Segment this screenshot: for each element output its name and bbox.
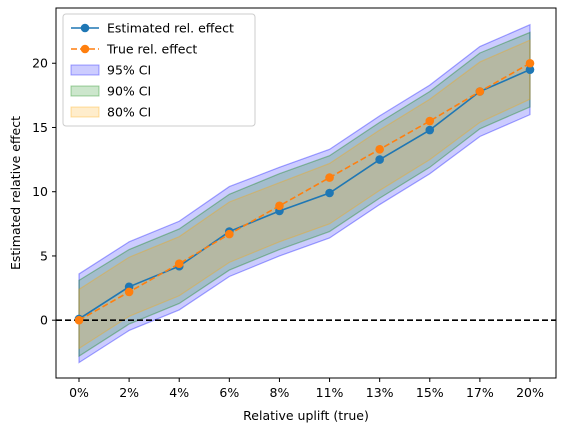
legend: Estimated rel. effect True rel. effect 95%… (62, 13, 256, 127)
x-tick-label-7: 15% (416, 385, 444, 400)
y-tick-label-1: 5 (40, 248, 48, 263)
y-tick-label-2: 10 (32, 184, 48, 199)
series-0-point-5 (325, 188, 334, 198)
ci-band-2 (78, 39, 531, 350)
x-tick-label-4: 8% (270, 385, 290, 400)
x-tick-label-8: 17% (466, 385, 494, 400)
x-tick-label-3: 6% (219, 385, 239, 400)
x-axis-ticks: 0% 2% 4% 6% 8% 11% 13% 15% 17% 20% (69, 378, 544, 400)
x-tick-label-2: 4% (169, 385, 189, 400)
series-1-point-5 (325, 173, 334, 182)
series-1-point-6 (375, 145, 384, 154)
series-1-point-1 (124, 287, 134, 297)
legend-swatch-band-0 (70, 64, 100, 76)
ci-bands (78, 23, 531, 364)
series-0-point-9 (525, 65, 535, 74)
legend-item-band-2: 80% CI (70, 105, 151, 120)
series-lines (74, 58, 535, 325)
x-tick-label-0: 0% (69, 385, 89, 400)
legend-marker-series-0 (80, 23, 90, 33)
y-tick-label-4: 20 (32, 56, 48, 71)
series-line-1 (78, 62, 531, 321)
legend-box (62, 13, 256, 127)
ci-band-1 (78, 31, 531, 358)
x-tick-label-5: 11% (316, 385, 344, 400)
legend-label-band-2: 80% CI (107, 105, 151, 120)
series-1-point-0 (74, 315, 84, 325)
y-axis-label: Estimated relative effect (8, 116, 23, 270)
ci-band-0 (78, 23, 531, 364)
legend-marker-series-1 (80, 44, 90, 54)
series-0-point-6 (375, 155, 384, 164)
x-tick-label-6: 13% (366, 385, 394, 400)
legend-label-series-1: True rel. effect (106, 42, 197, 57)
legend-item-series-1: True rel. effect (71, 42, 197, 57)
y-axis-ticks: 0 5 10 15 20 (32, 56, 56, 328)
x-axis-label: Relative uplift (true) (243, 408, 369, 423)
y-tick-label-0: 0 (40, 313, 48, 328)
y-tick-label-3: 15 (32, 120, 48, 135)
plot-frame (55, 7, 557, 379)
series-1-point-7 (425, 116, 435, 126)
series-1-point-3 (225, 229, 234, 239)
series-1-point-9 (525, 58, 535, 68)
legend-label-series-0: Estimated rel. effect (107, 21, 234, 36)
legend-item-band-1: 90% CI (70, 84, 151, 99)
x-tick-label-9: 20% (516, 385, 544, 400)
legend-item-band-0: 95% CI (70, 63, 151, 78)
series-1-point-8 (475, 87, 485, 96)
x-tick-label-1: 2% (119, 385, 139, 400)
series-1-point-2 (174, 259, 184, 268)
legend-swatch-band-1 (70, 85, 100, 97)
legend-label-band-1: 90% CI (107, 84, 151, 99)
legend-label-band-0: 95% CI (107, 63, 151, 78)
series-1-point-4 (275, 201, 284, 211)
series-0-point-7 (425, 125, 435, 135)
legend-swatch-band-2 (70, 106, 100, 118)
series-line-0 (78, 68, 531, 320)
legend-item-series-0: Estimated rel. effect (71, 21, 234, 36)
